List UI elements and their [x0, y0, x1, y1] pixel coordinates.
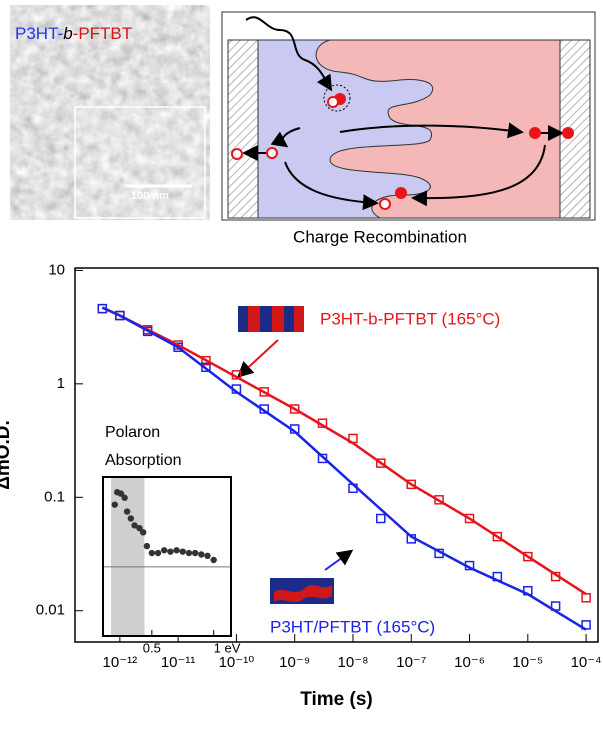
data-point [154, 549, 162, 557]
data-point [167, 548, 174, 555]
data-point [191, 549, 199, 557]
data-point [376, 458, 386, 468]
x-tick-label: 10⁻¹⁰ [219, 654, 255, 671]
plot-frame [74, 267, 599, 643]
y-tick-label: 0.1 [44, 488, 65, 505]
legend-label: P3HT-b-PFTBT (165°C) [320, 309, 500, 328]
inset-chart: 0.5 1 eV Polaron Absorption [102, 424, 241, 655]
diagram-caption: Charge Recombination [293, 227, 467, 246]
data-point [111, 501, 118, 508]
x-tick-label: 10⁻¹² [103, 654, 138, 671]
y-axis-label: ΔmO.D. [0, 420, 14, 490]
x-tick-label: 10⁻⁷ [396, 654, 426, 671]
y-tick-label: 1 [57, 375, 65, 392]
x-tick-label: 10⁻⁸ [338, 654, 369, 671]
shaded-region [111, 477, 145, 636]
data-point [115, 310, 125, 321]
data-point [143, 542, 151, 550]
fit-line [101, 306, 587, 631]
data-point [434, 495, 444, 505]
data-point [148, 549, 156, 557]
x-tick-label: 10⁻⁵ [512, 654, 543, 671]
x-axis-label: Time (s) [300, 689, 373, 710]
image-label: P3HT-b-PFTBT [15, 24, 132, 43]
label-part: b [63, 24, 72, 43]
data-point [406, 479, 417, 490]
data-point [201, 362, 211, 373]
scale-bar-label: 100 nm [131, 190, 169, 202]
data-point [492, 531, 503, 542]
legend-icons [237, 306, 354, 604]
x-tick-label: 10⁻⁴ [571, 654, 602, 671]
data-point [581, 593, 591, 603]
y-tick-label: 0.01 [36, 602, 65, 619]
data-point [131, 522, 138, 529]
data-point [201, 355, 211, 366]
x-tick-label: 1 eV [214, 640, 241, 655]
data-point [127, 515, 135, 522]
x-tick-label: 0.5 [143, 640, 161, 655]
inset-title: Polaron [105, 424, 160, 441]
tem-image: 100 nm P3HT-b-PFTBT [10, 5, 210, 220]
diagram: Charge Recombination [221, 11, 596, 246]
data-point [289, 404, 300, 414]
data-point [523, 551, 533, 562]
x-tick-label: 10⁻⁶ [454, 654, 485, 671]
label-part: -PFTBT [73, 24, 133, 43]
label-part: P3HT- [15, 24, 63, 43]
x-tick-label: 10⁻¹¹ [161, 654, 196, 671]
data-point [161, 547, 168, 554]
data-point [123, 508, 131, 515]
main-chart: 10⁻¹² 10⁻¹¹ 10⁻¹⁰ 10⁻⁹ 10⁻⁸ 10⁻⁷ 10⁻⁶ 10⁻⁵ 10⁻⁴ 1… [0, 261, 602, 710]
legend-label: P3HT/PFTBT (165°C) [270, 617, 435, 636]
data-point [317, 453, 328, 464]
data-point [464, 513, 475, 524]
data-point [121, 494, 128, 501]
data-point [376, 513, 386, 524]
data-point [198, 551, 205, 558]
data-point [117, 490, 125, 497]
data-point [136, 524, 143, 532]
data-point [173, 547, 180, 554]
inset-frame [102, 476, 232, 637]
data-point [179, 548, 186, 555]
data-point [204, 552, 211, 560]
y-tick-label: 10 [48, 261, 65, 278]
data-point [185, 549, 193, 557]
data-point [259, 387, 269, 397]
x-tick-label: 10⁻⁹ [279, 654, 310, 671]
data-point [139, 529, 147, 536]
data-point [210, 556, 217, 564]
inset-title: Absorption [105, 452, 182, 469]
